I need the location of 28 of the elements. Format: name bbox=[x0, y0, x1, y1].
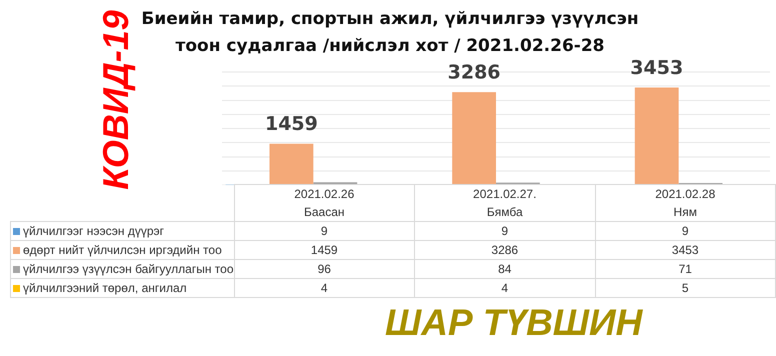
data-label: 1459 bbox=[234, 240, 414, 260]
text: КОВИД-19 bbox=[95, 10, 137, 190]
data-label: 96 bbox=[234, 260, 414, 278]
data-label: 3286 bbox=[414, 240, 596, 260]
text: 1459 bbox=[264, 113, 318, 136]
chart-title: Биеийн тамир, спортын ажил, үйлчилгээ үзүүлсэн тоон судалгаа /нийслэл хот / 2021.02.26-28 bbox=[141, 9, 639, 56]
data-label: 4 bbox=[414, 278, 596, 298]
data-label: 9 bbox=[414, 222, 596, 240]
bar bbox=[452, 92, 496, 184]
legend-label: өдөрт нийт үйлчилсэн иргэдийн тоо bbox=[10, 240, 234, 260]
x-tick-label: 2021.02.27. Бямба bbox=[414, 184, 596, 222]
text: 3453 bbox=[630, 56, 684, 79]
legend-label: үйлчилгээний төрөл, ангилал bbox=[10, 278, 234, 298]
bar bbox=[269, 144, 314, 184]
data-label: 9 bbox=[595, 222, 776, 240]
data-label: 9 bbox=[234, 222, 414, 240]
bar bbox=[634, 87, 679, 184]
data-label: 84 bbox=[414, 260, 596, 278]
data-label: 3453 bbox=[595, 240, 776, 260]
x-tick-label: 2021.02.26 Баасан bbox=[234, 184, 414, 222]
data-label: 5 bbox=[595, 278, 776, 298]
text: 3286 bbox=[448, 62, 501, 84]
data-label: 71 bbox=[595, 260, 776, 278]
text: ШАР ТҮВШИН bbox=[385, 302, 642, 344]
x-tick-label: 2021.02.28 Ням bbox=[595, 184, 776, 222]
legend-label: үйлчилгээг нээсэн дүүрэг bbox=[10, 222, 234, 240]
data-label: 4 bbox=[234, 278, 414, 298]
legend-label: үйлчилгээ үзүүлсэн байгууллагын тоо bbox=[10, 260, 234, 278]
